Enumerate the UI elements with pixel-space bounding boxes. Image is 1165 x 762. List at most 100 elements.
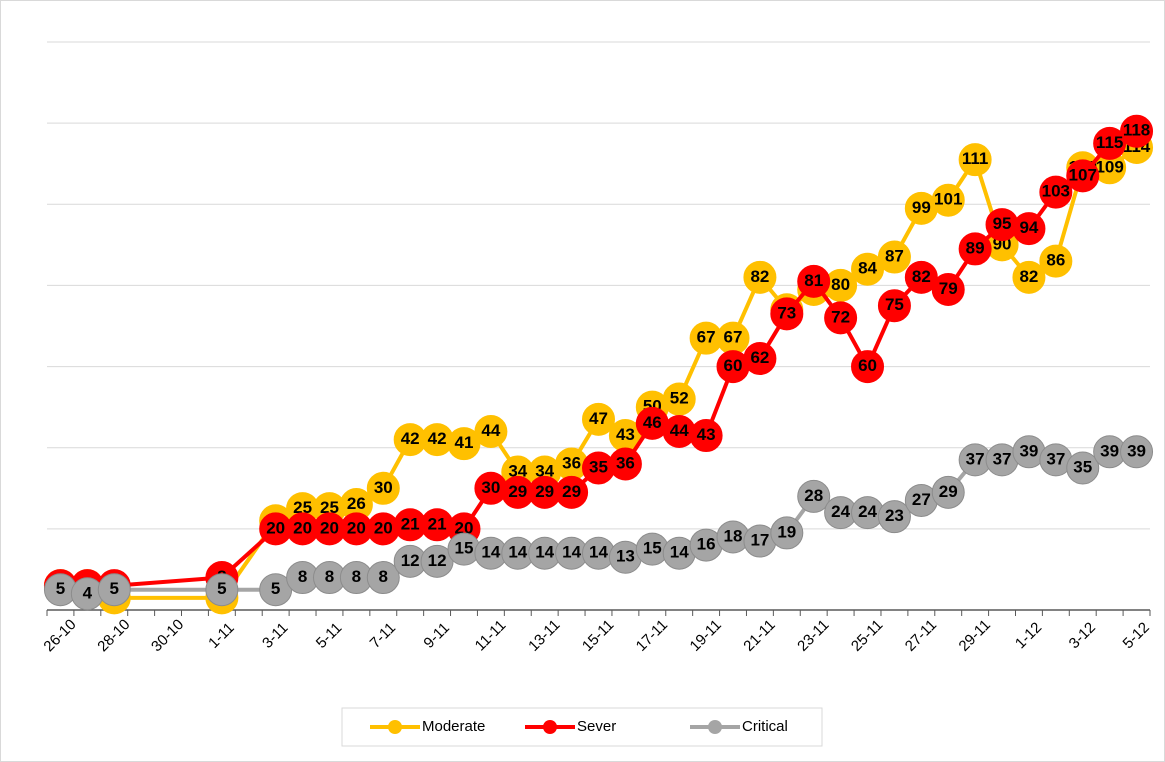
data-label: 5 — [110, 579, 119, 598]
x-tick-label: 7-11 — [367, 619, 399, 651]
data-label: 8 — [325, 567, 334, 586]
data-label: 39 — [1019, 441, 1038, 460]
data-label: 101 — [934, 190, 962, 209]
data-label: 39 — [1127, 441, 1146, 460]
data-label: 28 — [804, 486, 823, 505]
marker — [1120, 435, 1154, 469]
marker — [931, 272, 965, 306]
data-label: 36 — [616, 453, 635, 472]
data-label: 15 — [643, 539, 662, 558]
data-label: 86 — [1046, 251, 1065, 270]
data-label: 37 — [993, 449, 1012, 468]
x-tick-label: 29-11 — [956, 616, 994, 654]
data-label: 37 — [966, 449, 985, 468]
data-label: 60 — [858, 356, 877, 375]
data-label: 30 — [481, 478, 500, 497]
data-label: 24 — [831, 502, 850, 521]
marker — [555, 475, 589, 509]
marker — [1066, 451, 1100, 485]
marker — [797, 264, 831, 298]
data-label: 41 — [455, 433, 474, 452]
data-label: 18 — [724, 526, 743, 545]
legend-box — [341, 707, 823, 747]
marker — [97, 573, 131, 607]
marker — [797, 479, 831, 513]
x-tick-label: 5-12 — [1120, 619, 1153, 652]
legend-label: Moderate — [422, 718, 485, 735]
data-label: 14 — [508, 543, 527, 562]
data-label: 20 — [374, 518, 393, 537]
marker — [1039, 244, 1073, 278]
marker — [1012, 212, 1046, 246]
data-label: 35 — [589, 457, 608, 476]
data-label: 8 — [352, 567, 361, 586]
data-label: 72 — [831, 307, 850, 326]
x-tick-label: 28-10 — [94, 616, 133, 655]
data-label: 15 — [455, 539, 474, 558]
x-tick-label: 5-11 — [313, 619, 345, 651]
data-label: 29 — [535, 482, 554, 501]
data-label: 42 — [401, 429, 420, 448]
data-label: 14 — [562, 543, 581, 562]
data-label: 109 — [1095, 157, 1123, 176]
data-label: 46 — [643, 413, 662, 432]
data-label: 95 — [993, 214, 1012, 233]
marker — [1120, 114, 1154, 148]
data-label: 5 — [271, 579, 280, 598]
data-label: 20 — [293, 518, 312, 537]
marker — [877, 240, 911, 274]
x-tick-label: 19-11 — [687, 616, 725, 654]
data-label: 35 — [1073, 457, 1092, 476]
marker — [877, 500, 911, 534]
data-label: 29 — [508, 482, 527, 501]
data-label: 8 — [298, 567, 307, 586]
data-label: 8 — [379, 567, 388, 586]
data-label: 39 — [1100, 441, 1119, 460]
data-label: 14 — [535, 543, 554, 562]
x-tick-label: 23-11 — [794, 616, 832, 654]
data-label: 82 — [912, 267, 931, 286]
data-label: 99 — [912, 198, 931, 217]
marker — [366, 561, 400, 595]
x-tick-label: 26-10 — [40, 616, 79, 655]
marker — [824, 301, 858, 335]
legend-marker — [708, 720, 722, 734]
data-label: 20 — [320, 518, 339, 537]
data-label: 17 — [750, 531, 769, 550]
x-tick-label: 30-10 — [148, 616, 187, 655]
data-label: 5 — [56, 579, 65, 598]
legend-marker — [543, 720, 557, 734]
x-tick-label: 3-12 — [1066, 619, 1099, 652]
data-label: 25 — [320, 498, 339, 517]
data-label: 115 — [1096, 133, 1123, 152]
data-label: 19 — [777, 522, 796, 541]
data-label: 75 — [885, 295, 904, 314]
data-label: 89 — [966, 238, 985, 257]
data-label: 67 — [724, 328, 743, 347]
data-label: 42 — [428, 429, 447, 448]
legend-label: Critical — [742, 718, 788, 735]
x-tick-label: 13-11 — [525, 616, 563, 654]
data-label: 62 — [750, 348, 769, 367]
data-label: 37 — [1046, 449, 1065, 468]
data-label: 111 — [962, 149, 989, 168]
data-label: 24 — [858, 502, 877, 521]
data-label: 87 — [885, 247, 904, 266]
marker — [877, 289, 911, 323]
marker — [958, 143, 992, 177]
data-label: 34 — [535, 462, 554, 481]
marker — [743, 341, 777, 375]
marker — [1012, 260, 1046, 294]
data-label: 29 — [562, 482, 581, 501]
data-label: 21 — [428, 514, 447, 533]
marker — [474, 414, 508, 448]
data-label: 67 — [697, 328, 716, 347]
data-label: 20 — [455, 518, 474, 537]
x-tick-label: 1-11 — [205, 619, 237, 651]
marker — [743, 260, 777, 294]
data-label: 81 — [804, 271, 823, 290]
data-label: 103 — [1042, 182, 1070, 201]
x-tick-label: 15-11 — [579, 616, 617, 654]
data-label: 107 — [1069, 165, 1097, 184]
marker — [851, 350, 885, 384]
